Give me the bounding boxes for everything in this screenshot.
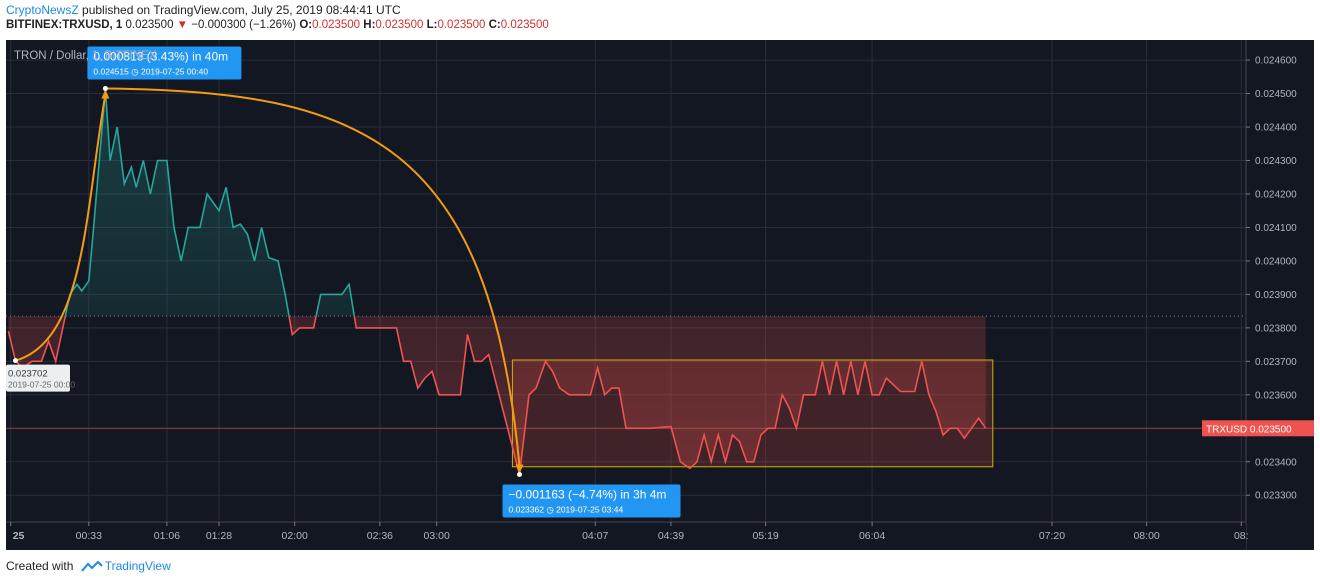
x-tick-label: 03:00 [424, 530, 450, 542]
range-box [511, 359, 994, 468]
ohlc-line: BITFINEX:TRXUSD, 1 0.023500 ▼ −0.000300 … [6, 19, 549, 31]
x-tick-label: 01:06 [154, 530, 180, 542]
tradingview-logo-icon [80, 560, 103, 572]
created-with-text: Created with [6, 559, 74, 573]
x-tick-label: 07:20 [1039, 530, 1065, 542]
rise-arc [15, 94, 107, 362]
y-tick-label: 0.024000 [1255, 256, 1297, 267]
series-line-below [7, 316, 987, 475]
y-tick-label: 0.024200 [1255, 189, 1297, 200]
open-value: 0.023500 [312, 19, 361, 31]
rise-arrowhead [101, 89, 110, 99]
last-price: 0.023500 [125, 19, 174, 31]
x-tick-label: 08:00 [1133, 530, 1159, 542]
tradingview-link[interactable]: TradingView [104, 559, 171, 573]
label-box [6, 364, 70, 392]
open-label: O: [299, 19, 313, 31]
fall-change: −0.001163 (−4.74%) in 3h 4m [509, 487, 667, 501]
x-tick-label: 02:00 [282, 530, 308, 542]
y-tick-label: 0.023800 [1255, 323, 1297, 334]
label-box [87, 46, 242, 80]
y-tick-label: 0.023900 [1255, 290, 1297, 301]
y-tick-label: 0.024100 [1255, 223, 1297, 234]
high-value: 0.023500 [375, 19, 424, 31]
fall-price-date: 0.023362 ◷ 2019-07-25 03:44 [509, 504, 624, 514]
down-arrow-icon: ▼ [176, 19, 189, 31]
published-text: published on TradingView.com, July 25, 2… [78, 3, 401, 17]
fall-arc [105, 87, 521, 467]
tag-bg [1202, 420, 1314, 437]
start-price: 0.023702 [8, 369, 48, 380]
price-chart[interactable]: 0.023702 2019-07-25 00:00 0.000813 (3.43%)… [6, 40, 1314, 550]
y-tick-label: 0.024500 [1255, 89, 1297, 100]
author-link[interactable]: CryptoNewsZ [6, 3, 79, 17]
publish-line: CryptoNewsZ published on TradingView.com… [6, 3, 401, 17]
anchor-dot [12, 358, 18, 364]
rise-label: 0.000813 (3.43%) in 40m 0.024515 ◷ 2019-0… [87, 46, 242, 80]
y-tick-label: 0.024400 [1255, 123, 1297, 134]
x-tick-label: 04:39 [658, 530, 684, 542]
close-label: C: [488, 19, 501, 31]
x-tick-label: 00:33 [76, 530, 102, 542]
y-tick-label: 0.024300 [1255, 156, 1297, 167]
close-value: 0.023500 [500, 19, 549, 31]
y-tick-label: 0.023300 [1255, 491, 1297, 502]
series-line-above [64, 88, 356, 317]
area-fill-above [8, 88, 986, 317]
area-fill-below [8, 316, 986, 475]
fall-label: −0.001163 (−4.74%) in 3h 4m 0.023362 ◷ 20… [502, 484, 681, 518]
price-change: −0.000300 (−1.26%) [191, 19, 297, 31]
low-label: L: [426, 19, 438, 31]
x-tick-label: 06:04 [859, 530, 885, 542]
rise-change: 0.000813 (3.43%) in 40m [93, 50, 228, 64]
y-tick-label: 0.024600 [1255, 56, 1297, 67]
fall-arrowhead [515, 464, 524, 474]
low-value: 0.023500 [437, 19, 486, 31]
start-date: 2019-07-25 00:00 [8, 380, 75, 390]
rise-price-date: 0.024515 ◷ 2019-07-25 00:40 [93, 67, 208, 77]
y-tick-label: 0.023400 [1255, 457, 1297, 468]
anchor-dot [517, 471, 523, 477]
x-tick-label: 08: [1234, 530, 1249, 542]
symbol: BITFINEX:TRXUSD, 1 [6, 19, 123, 31]
x-tick-label: 04:07 [582, 530, 608, 542]
footer: Created with TradingView [6, 559, 171, 573]
x-tick-label: 25 [13, 530, 25, 542]
chart-title: TRON / Dollar, 1, BITFINEX [14, 50, 157, 62]
x-tick-label: 02:36 [367, 530, 393, 542]
y-tick-label: 0.023600 [1255, 390, 1297, 401]
high-label: H: [363, 19, 376, 31]
time-axis-bg [6, 522, 1246, 550]
label-box [502, 484, 681, 518]
price-axis-bg [1246, 40, 1314, 550]
anchor-dot [102, 86, 108, 92]
y-tick-label: 0.023700 [1255, 357, 1297, 368]
current-price-tag: TRXUSD 0.023500 [1202, 420, 1314, 437]
current-price-text: TRXUSD 0.023500 [1206, 424, 1292, 435]
x-tick-label: 01:28 [206, 530, 232, 542]
x-tick-label: 05:19 [752, 530, 778, 542]
